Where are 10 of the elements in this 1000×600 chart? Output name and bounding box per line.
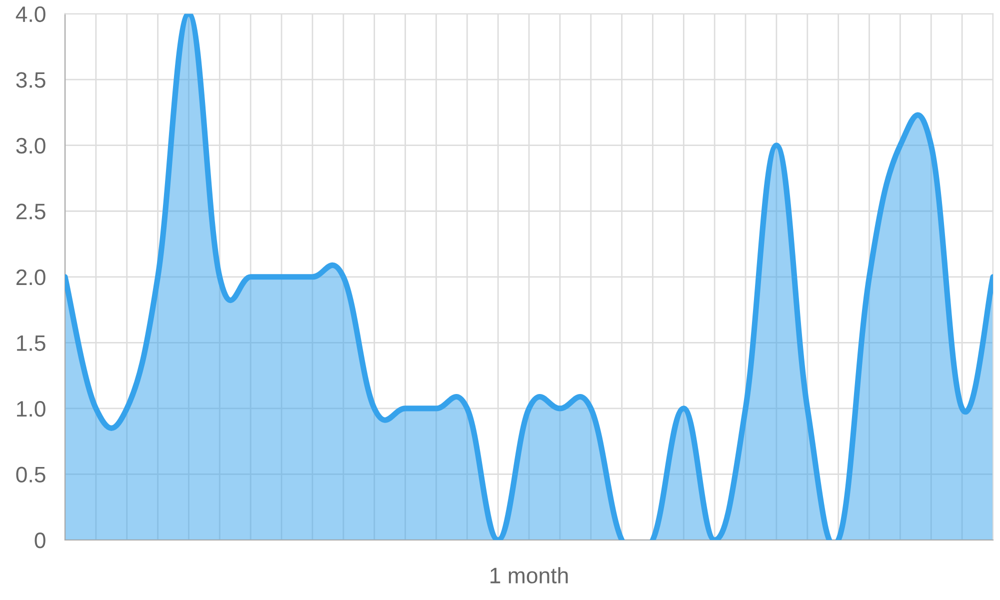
y-tick-label: 3.5 — [16, 72, 46, 88]
y-tick-label: 0.5 — [16, 466, 46, 482]
y-tick-label: 1.0 — [17, 400, 46, 417]
x-axis-title: 1 month — [490, 567, 568, 584]
y-tick-label: 1.5 — [17, 335, 46, 351]
y-tick-label: 2.5 — [16, 204, 46, 220]
y-tick-label: 0 — [34, 532, 46, 548]
y-tick-label: 2.0 — [16, 269, 46, 286]
y-tick-label: 3.0 — [16, 138, 46, 154]
y-tick-label: 4.0 — [16, 6, 46, 22]
